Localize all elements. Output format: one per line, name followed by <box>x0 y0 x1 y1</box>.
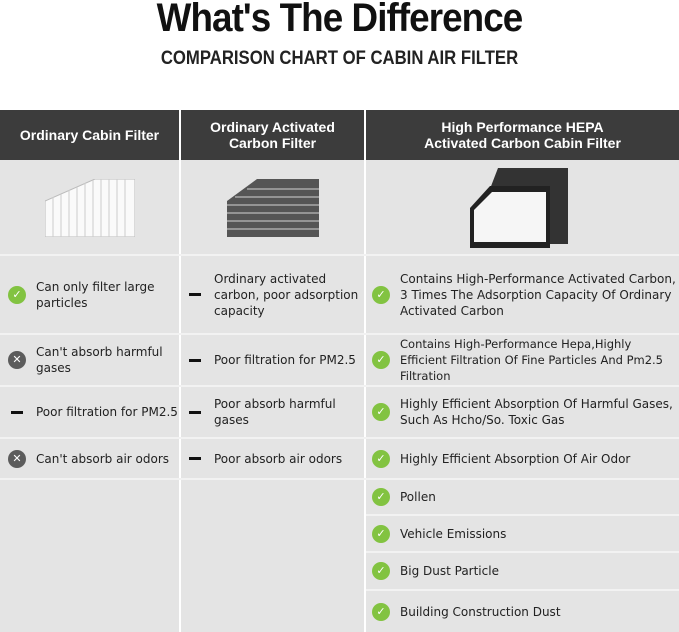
cross-icon: ✕ <box>8 351 26 369</box>
dash-icon <box>189 457 201 460</box>
dash-icon <box>189 358 201 362</box>
list-item: ✓ Highly Efficient Absorption Of Harmful … <box>372 387 679 437</box>
list-item: ✓ Highly Efficient Absorption Of Air Odor <box>372 439 679 478</box>
check-icon: ✓ <box>372 449 390 468</box>
header-ordinary: Ordinary Cabin Filter <box>0 110 179 160</box>
list-item: ✓ Building Construction Dust <box>372 591 679 632</box>
list-item: ✓ Can only filter large particles <box>8 256 178 333</box>
dash-icon <box>189 293 201 296</box>
dash-icon <box>11 410 23 414</box>
list-item: ✕ Can't absorb air odors <box>8 439 178 478</box>
header-hepa: High Performance HEPA Activated Carbon C… <box>366 110 679 160</box>
page-subtitle: COMPARISON CHART OF CABIN AIR FILTER <box>160 48 519 69</box>
ordinary-filter-image <box>0 160 179 255</box>
check-icon: ✓ <box>372 285 390 304</box>
list-item: Poor absorb harmful gases <box>186 387 364 437</box>
check-icon: ✓ <box>372 403 390 421</box>
hepa-filter-image <box>366 160 679 255</box>
cross-icon: ✕ <box>8 449 26 468</box>
list-item: Ordinary activated carbon, poor adsorpti… <box>186 256 364 333</box>
page-title: What's The Difference <box>156 0 524 40</box>
list-item: Poor absorb air odors <box>186 439 364 478</box>
header-activated: Ordinary Activated Carbon Filter <box>181 110 364 160</box>
list-item: ✓ Pollen <box>372 480 679 514</box>
check-icon: ✓ <box>372 488 390 506</box>
list-item: ✕ Can't absorb harmful gases <box>8 335 178 385</box>
check-icon: ✓ <box>372 602 390 621</box>
check-icon: ✓ <box>372 562 390 580</box>
list-item: ✓ Vehicle Emissions <box>372 516 679 551</box>
list-item: Poor filtration for PM2.5 <box>186 335 364 385</box>
check-icon: ✓ <box>8 285 26 304</box>
dash-icon <box>189 410 201 414</box>
list-item: ✓ Contains High-Performance Hepa,Highly E… <box>372 335 679 385</box>
check-icon: ✓ <box>372 351 390 369</box>
activated-filter-image <box>181 160 364 255</box>
list-item: Poor filtration for PM2.5 <box>8 387 178 437</box>
list-item: ✓ Contains High-Performance Activated Car… <box>372 256 679 333</box>
check-icon: ✓ <box>372 524 390 543</box>
list-item: ✓ Big Dust Particle <box>372 553 679 589</box>
